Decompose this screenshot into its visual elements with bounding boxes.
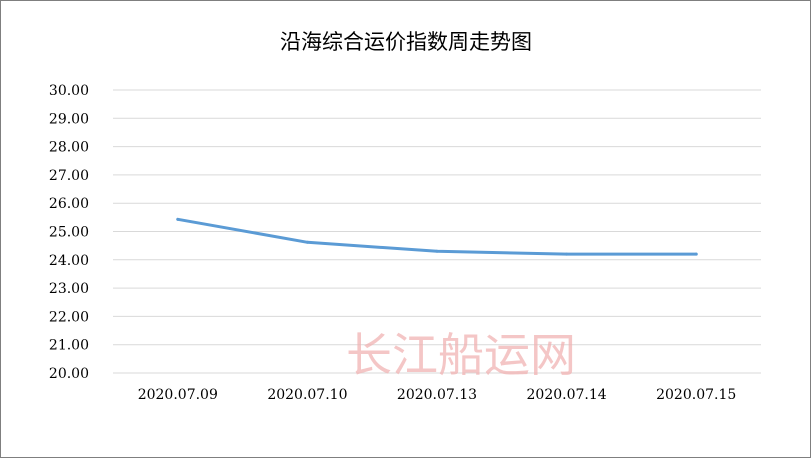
x-axis-ticks: 2020.07.09 2020.07.10 2020.07.13 2020.07.14…: [138, 387, 737, 403]
y-tick-label-3: 23.00: [49, 281, 89, 297]
x-tick-label-4: 2020.07.15: [656, 387, 736, 403]
y-tick-label-8: 28.00: [49, 140, 89, 156]
x-tick-label-0: 2020.07.09: [138, 387, 218, 403]
y-tick-label-1: 21.00: [49, 338, 89, 354]
x-tick-label-2: 2020.07.13: [397, 387, 477, 403]
y-tick-label-10: 30.00: [49, 83, 89, 99]
data-point-0-1: [305, 240, 309, 244]
x-tick-label-3: 2020.07.14: [527, 387, 607, 403]
y-tick-label-5: 25.00: [49, 225, 89, 241]
series-group: [176, 217, 698, 256]
watermark-text: 长江船运网: [346, 328, 576, 382]
y-tick-label-2: 22.00: [49, 309, 89, 325]
y-tick-label-0: 20.00: [49, 366, 89, 382]
data-point-0-2: [435, 249, 439, 253]
y-tick-label-9: 29.00: [49, 111, 89, 127]
data-point-0-3: [565, 252, 569, 256]
gridlines: [113, 89, 761, 374]
y-tick-label-4: 24.00: [49, 253, 89, 269]
series-line-0: [176, 217, 698, 256]
y-tick-label-7: 27.00: [49, 168, 89, 184]
y-axis-ticks: 20.00 21.00 22.00 23.00 24.00 25.00 26.00 27.00…: [49, 83, 89, 382]
data-point-0-0: [176, 217, 180, 221]
x-tick-label-1: 2020.07.10: [267, 387, 347, 403]
data-point-0-4: [694, 252, 698, 256]
chart-title: 沿海综合运价指数周走势图: [280, 30, 532, 54]
y-tick-label-6: 26.00: [49, 196, 89, 212]
